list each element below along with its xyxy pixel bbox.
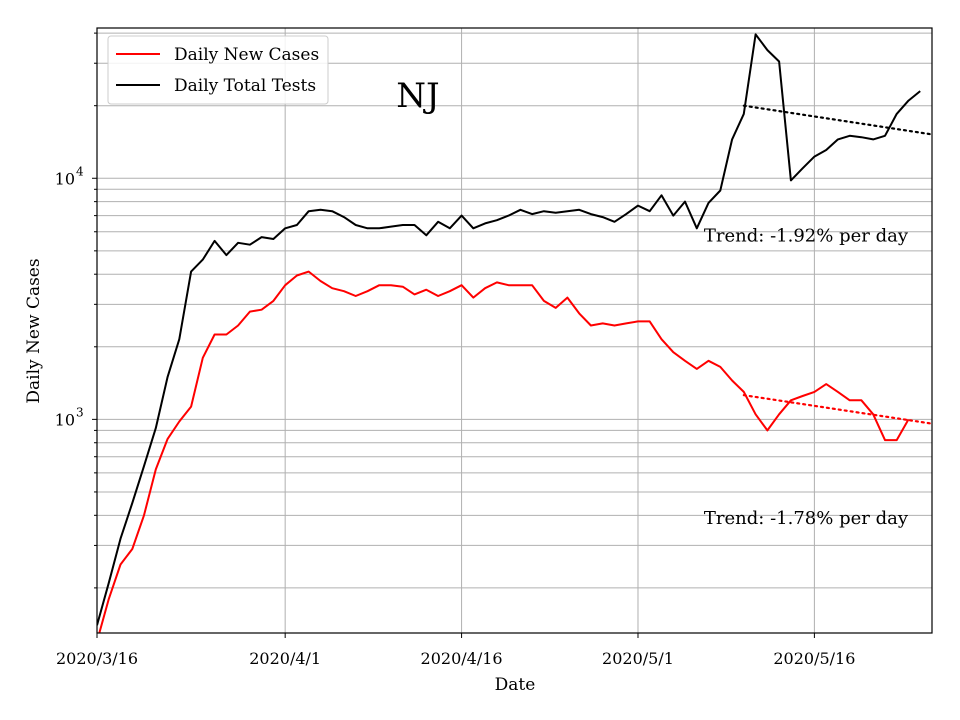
trend-lines — [742, 104, 934, 425]
x-tick-label: 2020/3/16 — [56, 649, 138, 668]
series-line-0 — [98, 270, 910, 633]
legend-label: Daily Total Tests — [174, 76, 316, 96]
chart-title: NJ — [396, 76, 439, 116]
y-tick-label: 10 — [55, 169, 75, 188]
annotations: Trend: -1.92% per day Trend: -1.78% per d… — [704, 225, 909, 529]
trend-line-1 — [742, 104, 934, 136]
trend-line-0 — [742, 394, 934, 425]
series-lines — [96, 33, 921, 633]
y-axis-label: Daily New Cases — [24, 258, 44, 403]
axes-frame — [96, 27, 933, 634]
trend-annotation: Trend: -1.92% per day — [704, 225, 909, 246]
y-tick-exponent: 3 — [76, 405, 84, 419]
x-tick-label: 2020/5/1 — [602, 649, 674, 668]
legend: Daily New Cases Daily Total Tests — [107, 35, 329, 105]
y-tick-exponent: 4 — [76, 164, 84, 178]
y-tick-base: 10 — [55, 169, 75, 188]
ticks: 2020/3/16 2020/4/1 2020/4/16 2020/5/1 2020/5… — [55, 32, 855, 668]
legend-label: Daily New Cases — [174, 45, 319, 65]
x-tick-label: 2020/4/16 — [421, 649, 503, 668]
y-tick-base: 10 — [55, 410, 75, 429]
legend-box — [107, 35, 329, 105]
x-axis-label: Date — [495, 675, 536, 695]
trend-annotation: Trend: -1.78% per day — [704, 508, 909, 529]
x-tick-label: 2020/4/1 — [249, 649, 321, 668]
y-tick-label: 10 — [55, 410, 75, 429]
x-tick-label: 2020/5/16 — [773, 649, 855, 668]
